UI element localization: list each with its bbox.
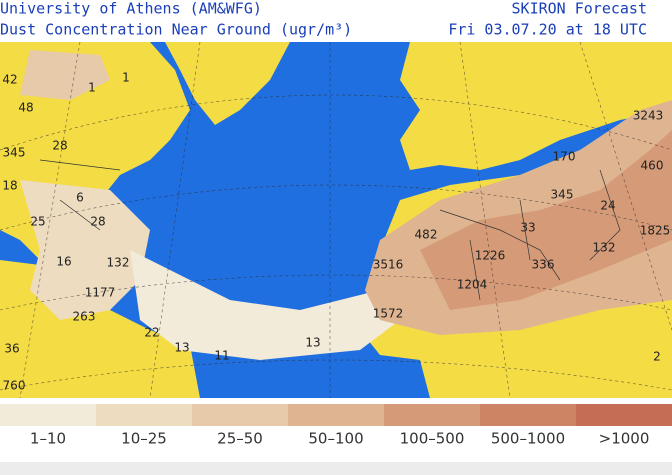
- map-value-label: 170: [553, 150, 576, 164]
- land: [400, 42, 672, 170]
- forecast-title: SKIRON Forecast: [512, 0, 647, 18]
- legend-label: 50–100: [308, 430, 363, 448]
- legend-label: >1000: [599, 430, 650, 448]
- map-value-label: 18: [2, 179, 17, 193]
- map-value-label: 336: [532, 258, 555, 272]
- forecast-date: Fri 03.07.20 at 18 UTC: [448, 21, 647, 39]
- dust-area: [130, 250, 400, 360]
- map-value-label: 132: [593, 241, 616, 255]
- map-value-label: 2: [653, 350, 661, 364]
- map-value-label: 36: [4, 342, 19, 356]
- map-value-label: 6: [76, 191, 84, 205]
- product-title: Dust Concentration Near Ground (ugr/m³): [0, 21, 352, 39]
- dust-area: [20, 50, 110, 100]
- institution: University of Athens (AM&WFG): [0, 0, 262, 18]
- map-value-label: 42: [2, 73, 17, 87]
- map-value-label: 1177: [85, 286, 116, 300]
- footer-strip: [0, 462, 672, 475]
- map-value-label: 3243: [633, 109, 664, 123]
- dust-area: [420, 130, 672, 310]
- map-value-label: 1572: [373, 307, 404, 321]
- map-value-label: 11: [214, 349, 229, 363]
- legend-label: 100–500: [400, 430, 465, 448]
- land: [165, 42, 290, 125]
- map-value-label: 28: [90, 215, 105, 229]
- map-value-label: 25: [30, 215, 45, 229]
- legend-label: 10–25: [121, 430, 167, 448]
- map-value-label: 33: [520, 221, 535, 235]
- map-value-label: 1: [88, 81, 96, 95]
- legend-swatch: [576, 404, 672, 426]
- legend-swatch: [96, 404, 193, 426]
- map-value-label: 3516: [373, 258, 404, 272]
- map-value-label: 13: [305, 336, 320, 350]
- map-value-label: 13: [174, 341, 189, 355]
- graticule: [0, 41, 672, 399]
- dust-area: [20, 180, 150, 320]
- legend-swatch: [0, 404, 97, 426]
- legend-label: 1–10: [30, 430, 66, 448]
- map-value-label: 482: [415, 228, 438, 242]
- map-value-label: 22: [144, 326, 159, 340]
- legend: 1–10 10–25 25–50 50–100 100–500 500–1000 >1000: [0, 404, 672, 448]
- map-value-label: 1204: [457, 278, 488, 292]
- map-value-label: 132: [107, 256, 130, 270]
- map-value-label: 48: [18, 101, 33, 115]
- map-value-label: 345: [551, 188, 574, 202]
- legend-swatch: [192, 404, 289, 426]
- map-value-label: 460: [641, 159, 664, 173]
- map-value-label: 1: [122, 71, 130, 85]
- borders: [39, 159, 621, 301]
- map-value-label: 345: [3, 146, 26, 160]
- legend-label: 25–50: [217, 430, 263, 448]
- map-value-label: 24: [600, 199, 615, 213]
- map-value-label: 1226: [475, 249, 506, 263]
- map-value-label: 760: [3, 379, 26, 393]
- map-value-label: 16: [56, 255, 71, 269]
- map-value-label: 28: [52, 139, 67, 153]
- legend-label: 500–1000: [491, 430, 565, 448]
- legend-swatch: [384, 404, 481, 426]
- map-value-label: 1825: [640, 224, 671, 238]
- legend-swatch: [288, 404, 385, 426]
- legend-swatch: [480, 404, 577, 426]
- map-value-label: 263: [73, 310, 96, 324]
